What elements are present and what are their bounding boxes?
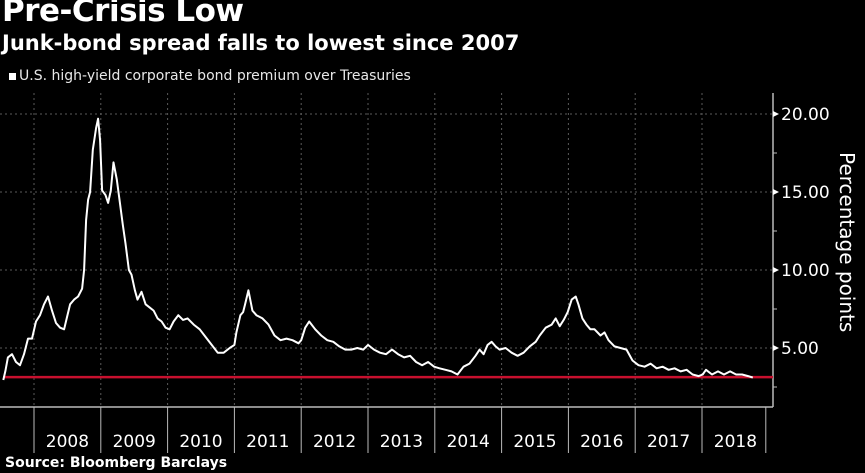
x-tick-label: 2018 xyxy=(714,432,757,452)
x-tick-label: 2013 xyxy=(380,432,423,452)
x-tick-label: 2017 xyxy=(647,432,690,452)
source-note: Source: Bloomberg Barclays xyxy=(5,455,228,471)
x-tick-label: 2011 xyxy=(246,432,289,452)
x-tick-label: 2012 xyxy=(313,432,356,452)
y-tick-marker xyxy=(773,189,779,195)
y-tick-label: 20.00 xyxy=(781,105,830,125)
gridlines xyxy=(0,93,773,407)
x-tick-label: 2016 xyxy=(580,432,623,452)
series-line xyxy=(2,117,754,381)
x-tick-label: 2010 xyxy=(179,432,222,452)
y-tick-label: 5.00 xyxy=(781,339,819,359)
x-tick-label: 2008 xyxy=(46,432,89,452)
y-axis-ticks: 5.00 10.00 15.00 20.00 xyxy=(773,105,830,388)
axes xyxy=(0,93,774,408)
x-tick-label: 2015 xyxy=(513,432,556,452)
x-axis-ticks: 2008 2009 2010 2011 2012 2013 2014 2015 2016 2017… xyxy=(33,407,767,453)
y-tick-marker xyxy=(773,267,779,273)
y-tick-marker xyxy=(773,345,779,351)
chart-subtitle: Junk-bond spread falls to lowest since 2… xyxy=(2,31,520,55)
legend-label: U.S. high-yield corporate bond premium o… xyxy=(19,68,411,84)
y-tick-marker xyxy=(773,111,779,117)
y-axis-label: Percentage points xyxy=(835,152,859,332)
legend-swatch-icon xyxy=(9,72,16,80)
y-tick-label: 15.00 xyxy=(781,183,830,203)
legend: U.S. high-yield corporate bond premium o… xyxy=(9,68,411,84)
x-tick-label: 2014 xyxy=(447,432,490,452)
chart-title: Pre-Crisis Low xyxy=(2,0,244,29)
y-tick-label: 10.00 xyxy=(781,261,830,281)
x-tick-label: 2009 xyxy=(113,432,156,452)
